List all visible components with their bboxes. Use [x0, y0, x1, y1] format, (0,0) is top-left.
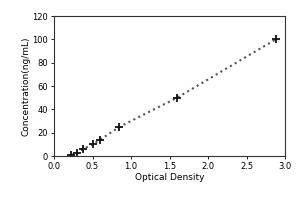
- X-axis label: Optical Density: Optical Density: [135, 173, 204, 182]
- Y-axis label: Concentration(ng/mL): Concentration(ng/mL): [22, 36, 31, 136]
